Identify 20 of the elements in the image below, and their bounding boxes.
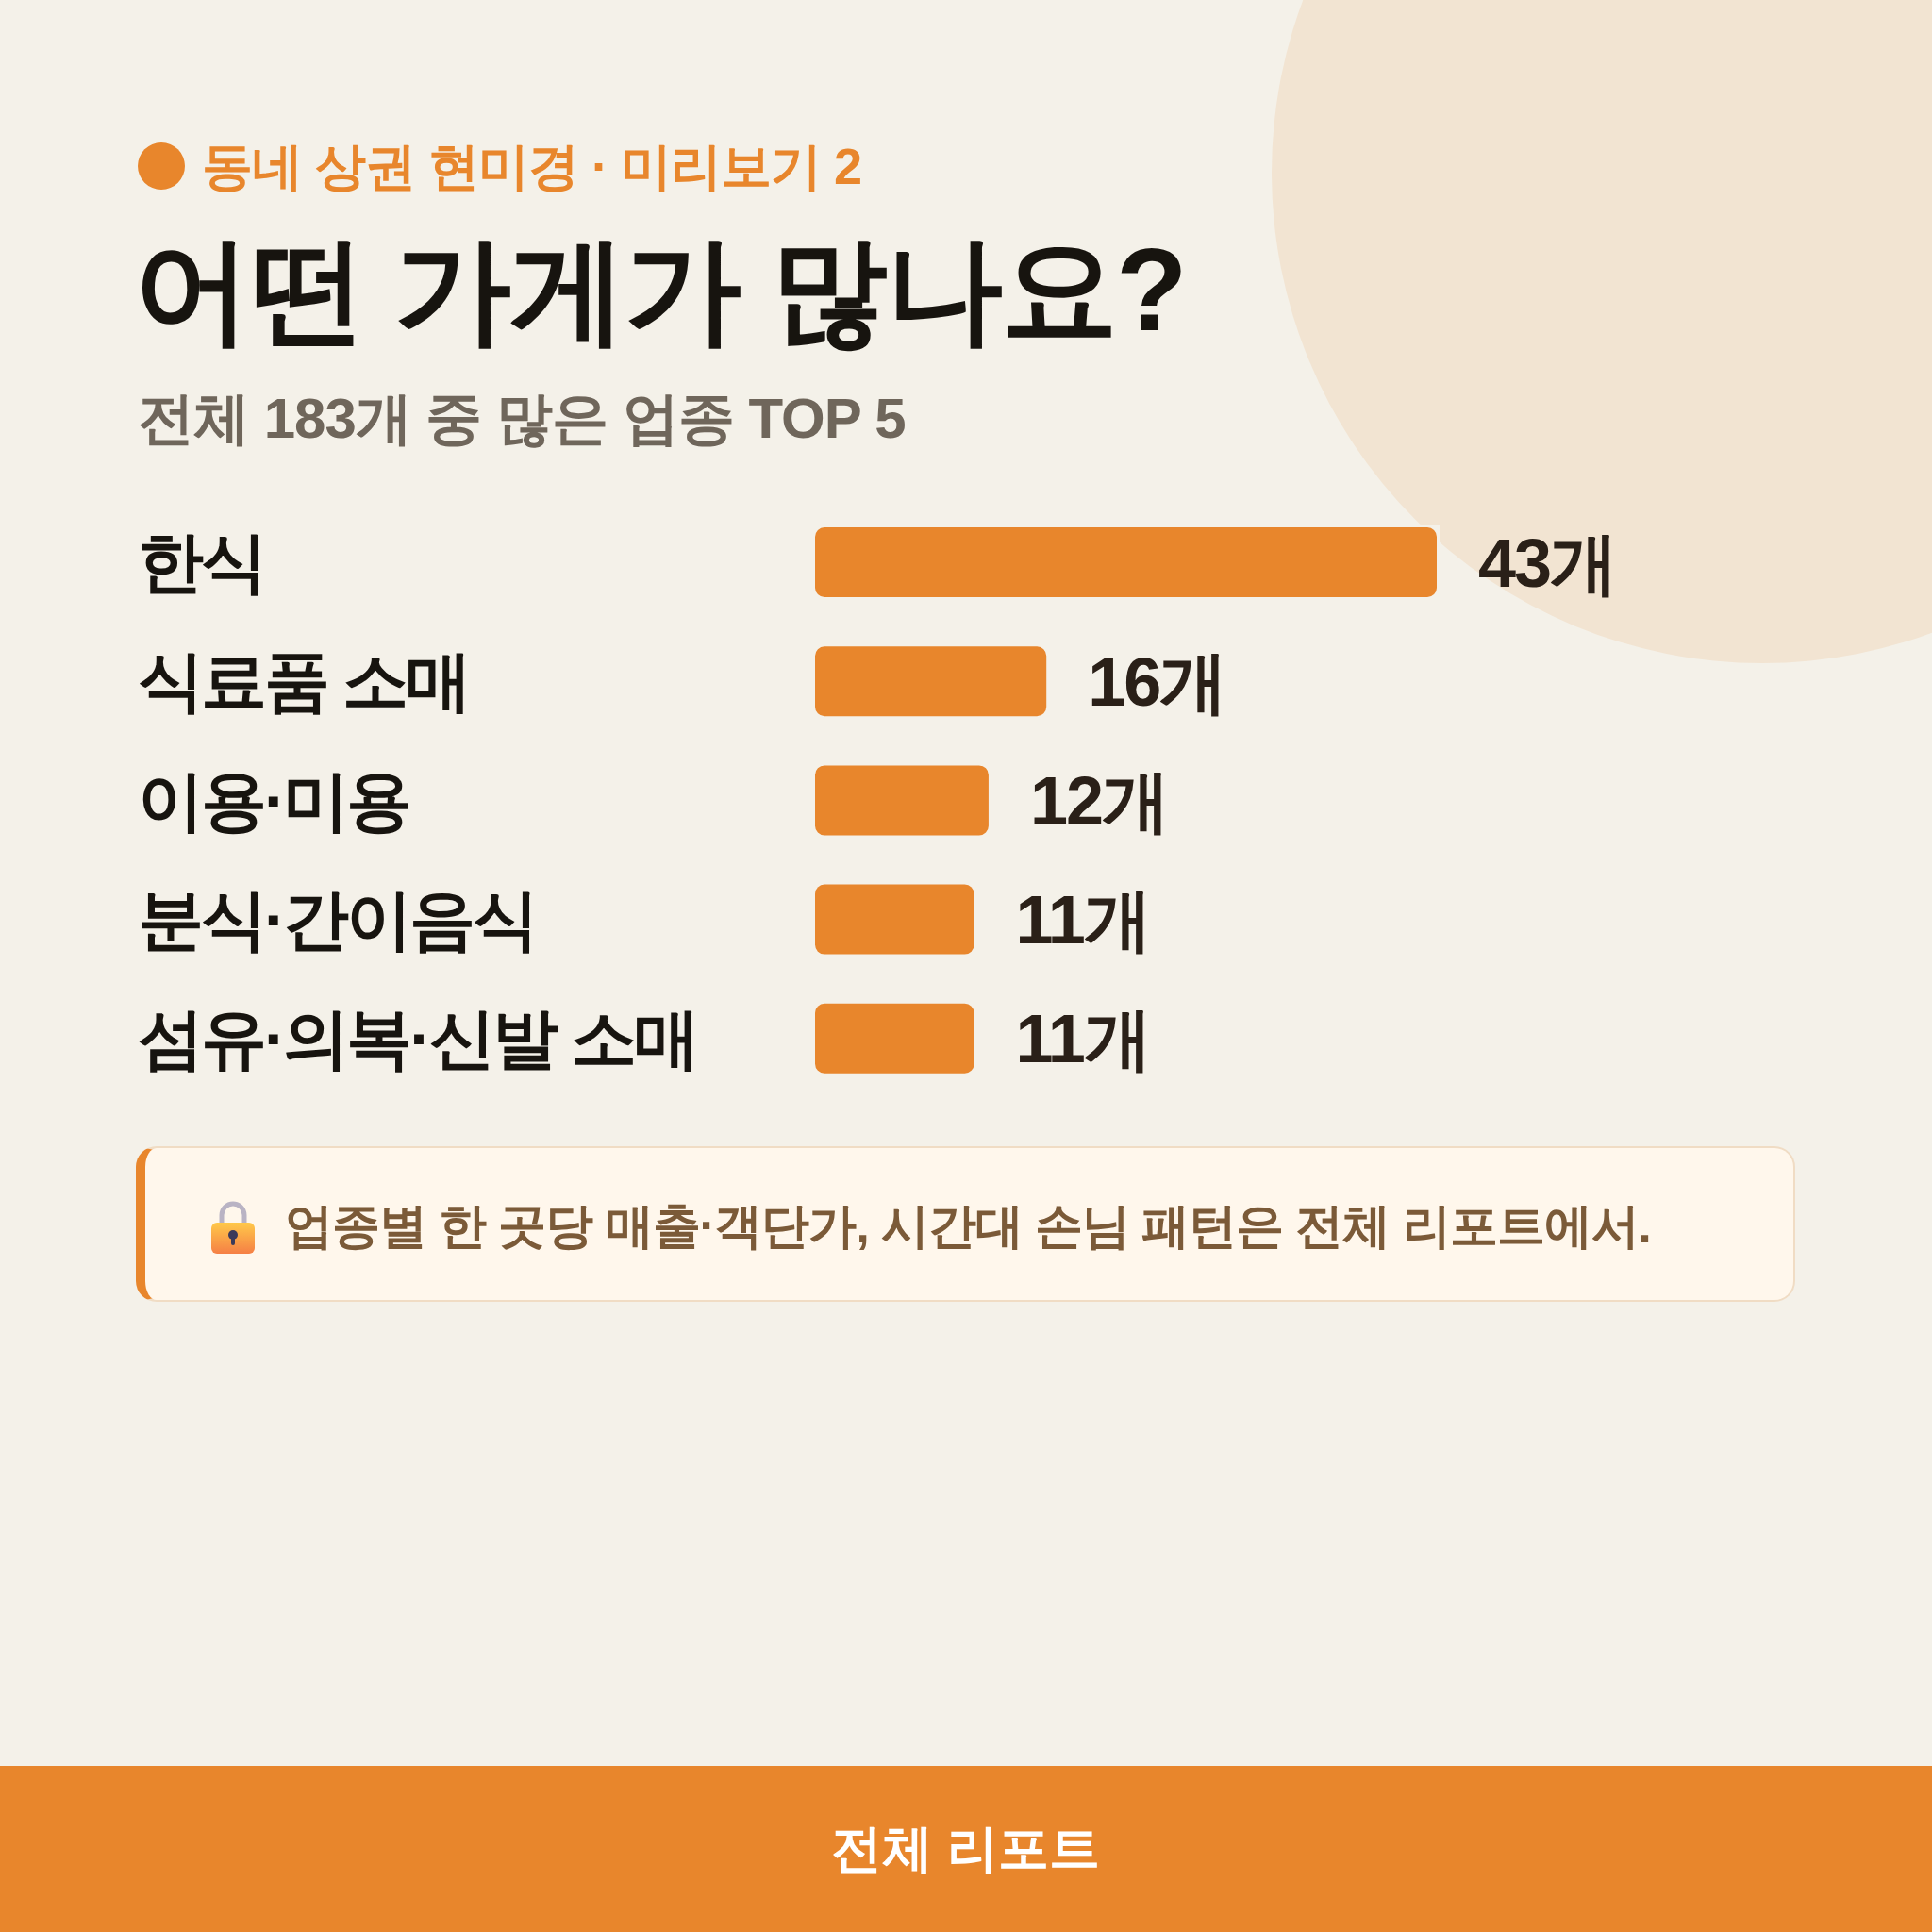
- data-label: 11개: [1015, 1001, 1150, 1077]
- y-tick-label: 섬유·의복·신발 소매: [138, 1001, 698, 1075]
- y-tick-label: 이용·미용: [138, 763, 410, 838]
- data-label: 12개: [1029, 762, 1168, 839]
- bar: [815, 765, 989, 836]
- data-label: 16개: [1088, 643, 1226, 720]
- bar: [815, 1003, 974, 1074]
- chart-subtitle: 전체 183개 중 많은 업종 TOP 5: [138, 386, 906, 452]
- data-label: 11개: [1015, 882, 1150, 958]
- bar: [815, 527, 1437, 597]
- chart-title: 어떤 가게가 많나요?: [134, 224, 1186, 357]
- y-tick-label: 분식·간이음식: [138, 882, 537, 957]
- text: 업종별 한 곳당 매출·객단가, 시간대 손님 패턴은 전체 리포트에서.: [285, 1198, 1651, 1255]
- footer-banner: 전체 리포트: [0, 1766, 1932, 1932]
- bar: [815, 884, 974, 955]
- text: 동네 상권 현미경 · 미리보기 2: [202, 137, 862, 196]
- data-label: 43개: [1478, 525, 1617, 601]
- y-tick-label: 식료품 소매: [138, 644, 470, 719]
- bar: [815, 646, 1047, 717]
- y-tick-label: 한식: [138, 525, 264, 600]
